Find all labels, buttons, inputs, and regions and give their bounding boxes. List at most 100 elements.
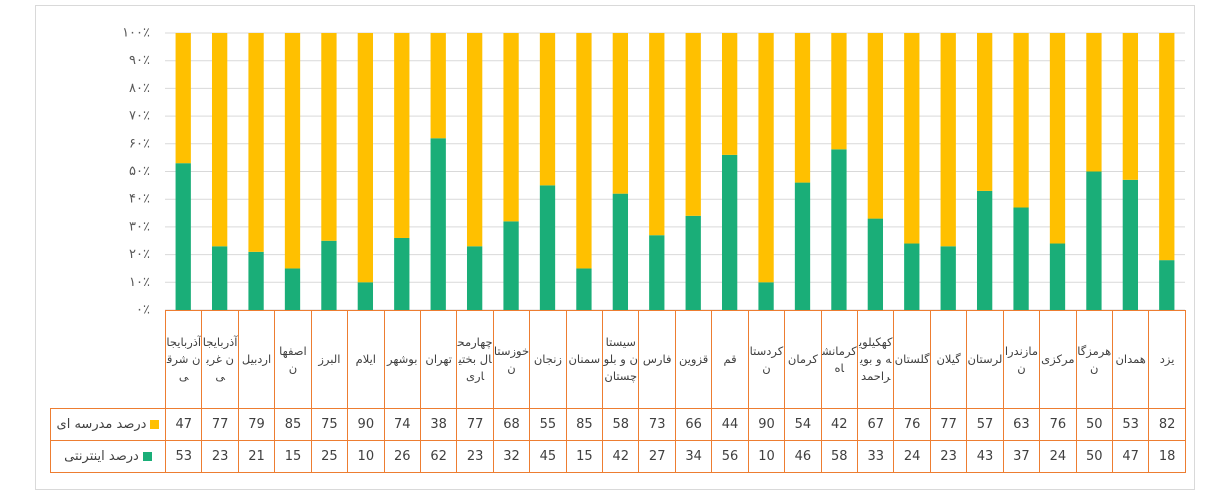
blank-cell [50, 310, 166, 409]
table-value: 50 [1075, 408, 1113, 441]
category-label: مرکزی [1039, 310, 1077, 409]
table-value: 56 [711, 440, 749, 473]
bar-segment [539, 185, 556, 310]
table-value: 73 [638, 408, 676, 441]
bar-segment [466, 33, 483, 247]
bar-segment [831, 149, 847, 310]
table-value: 26 [383, 440, 421, 473]
y-tick-label: ۵۰٪ [129, 164, 150, 179]
legend-label: درصد اینترنتی [64, 449, 139, 464]
category-label: چهارمحال بختیاری [456, 310, 494, 409]
y-tick-label: ۷۰٪ [129, 109, 150, 124]
category-label: زنجان [529, 310, 567, 409]
bar-segment [612, 193, 629, 310]
table-value: 33 [857, 440, 895, 473]
table-value: 45 [529, 440, 567, 473]
category-label: البرز [310, 310, 349, 409]
table-value: 10 [347, 440, 385, 473]
bar-segment [284, 33, 301, 269]
table-value: 85 [274, 408, 312, 441]
table-value: 90 [347, 408, 385, 441]
table-value: 75 [310, 408, 349, 441]
table-value: 66 [674, 408, 713, 441]
bar-segment [394, 33, 410, 238]
bar-segment [794, 182, 811, 310]
bar-segment [539, 33, 556, 186]
y-tick-label: ۴۰٪ [129, 192, 150, 207]
table-value: 62 [419, 440, 458, 473]
bar-segment [1122, 179, 1139, 310]
table-value: 58 [820, 440, 859, 473]
table-value: 23 [201, 440, 239, 473]
bar-segment [576, 33, 592, 269]
bar-segment [1086, 33, 1102, 172]
bar-segment [357, 282, 374, 310]
category-label: کهکیلویه و بویراحمد [857, 310, 895, 409]
bar-segment [1159, 260, 1175, 310]
table-value: 46 [784, 440, 822, 473]
category-label: تهران [419, 310, 458, 409]
bar-segment [357, 33, 374, 283]
category-label: لرستان [966, 310, 1004, 409]
bar-segment [1013, 207, 1029, 310]
table-value: 24 [1039, 440, 1077, 473]
y-tick-label: ۳۰٪ [129, 219, 150, 234]
table-value: 50 [1075, 440, 1113, 473]
category-label: قم [711, 310, 749, 409]
bar-segment [867, 218, 884, 310]
bar-segment [612, 33, 629, 194]
legend-swatch [142, 452, 152, 461]
bar-segment [576, 268, 592, 310]
bar-segment [211, 246, 228, 310]
table-value: 82 [1148, 408, 1186, 441]
category-label: سیستان و بلوچستان [602, 310, 640, 409]
table-value: 47 [1111, 440, 1150, 473]
data-row: درصد اینترنتی 53 23 21 15 25 10 26 62 23 32 45 15 42 2… [50, 440, 1186, 473]
bar-segment [685, 215, 701, 310]
bar-segment [940, 33, 956, 247]
category-label: مازندران [1002, 310, 1041, 409]
table-value: 44 [711, 408, 749, 441]
table-value: 47 [164, 408, 203, 441]
bar-segment [248, 33, 264, 252]
bar-segment [1122, 33, 1139, 180]
table-value: 67 [857, 408, 895, 441]
table-value: 25 [310, 440, 349, 473]
chart-frame [35, 5, 1195, 490]
category-label: گلستان [893, 310, 931, 409]
category-label: فارس [638, 310, 676, 409]
category-label: آذربایجان شرقی [164, 310, 203, 409]
bar-segment [758, 33, 774, 283]
table-value: 63 [1002, 408, 1041, 441]
bar-segment [430, 138, 446, 310]
bar-segment [685, 33, 701, 216]
table-value: 15 [274, 440, 312, 473]
bar-segment [904, 243, 920, 310]
bar-segment [430, 33, 446, 139]
bar-segment [1049, 33, 1066, 244]
bar-segment [831, 33, 847, 150]
bar-segment [503, 33, 519, 222]
table-value: 38 [419, 408, 458, 441]
table-value: 79 [237, 408, 276, 441]
table-value: 10 [747, 440, 786, 473]
table-value: 37 [1002, 440, 1041, 473]
category-label: قزوین [674, 310, 713, 409]
table-value: 58 [602, 408, 640, 441]
y-tick-label: ۶۰٪ [129, 136, 150, 151]
bar-segment [758, 282, 774, 310]
bar-segment [904, 33, 920, 244]
bar-segment [248, 251, 264, 310]
bar-segment [1086, 171, 1102, 310]
category-label: آذربایجان غربی [201, 310, 239, 409]
bar-segment [211, 33, 228, 247]
y-tick-label: ۹۰٪ [129, 53, 150, 68]
table-value: 53 [1111, 408, 1150, 441]
category-label: اردبیل [237, 310, 276, 409]
table-value: 43 [966, 440, 1004, 473]
table-value: 15 [565, 440, 604, 473]
y-tick-label: ۲۰٪ [129, 247, 150, 262]
table-value: 54 [784, 408, 822, 441]
category-label: یزد [1148, 310, 1186, 409]
